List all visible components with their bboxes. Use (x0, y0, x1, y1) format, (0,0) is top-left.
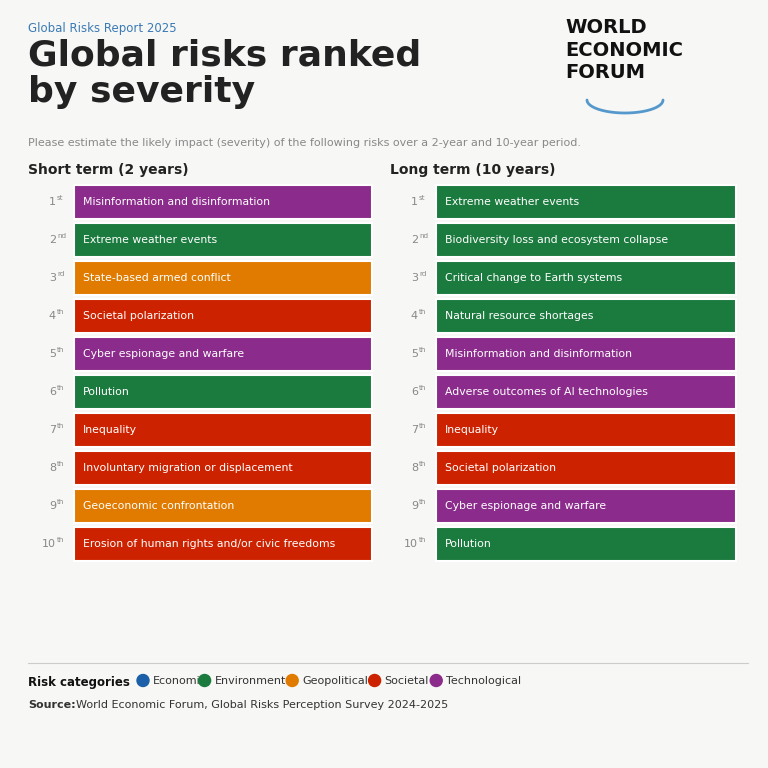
Text: th: th (57, 461, 65, 467)
Text: Societal: Societal (385, 676, 429, 686)
Text: nd: nd (57, 233, 66, 239)
FancyBboxPatch shape (74, 451, 372, 485)
FancyBboxPatch shape (74, 375, 372, 409)
Text: 10: 10 (42, 539, 56, 549)
Text: 5: 5 (49, 349, 56, 359)
Text: th: th (57, 423, 65, 429)
Text: st: st (57, 195, 64, 201)
Text: 2: 2 (49, 235, 56, 245)
Text: Technological: Technological (446, 676, 521, 686)
Text: th: th (419, 537, 426, 543)
Text: rd: rd (419, 271, 426, 277)
Text: 9: 9 (49, 501, 56, 511)
Text: Critical change to Earth systems: Critical change to Earth systems (445, 273, 622, 283)
Text: Erosion of human rights and/or civic freedoms: Erosion of human rights and/or civic fre… (83, 539, 336, 549)
FancyBboxPatch shape (436, 261, 736, 295)
Text: World Economic Forum, Global Risks Perception Survey 2024-2025: World Economic Forum, Global Risks Perce… (76, 700, 449, 710)
Text: 4: 4 (411, 311, 418, 321)
Text: th: th (419, 347, 426, 353)
Text: Source:: Source: (28, 700, 75, 710)
Text: Pollution: Pollution (445, 539, 492, 549)
Text: Cyber espionage and warfare: Cyber espionage and warfare (445, 501, 606, 511)
Text: Cyber espionage and warfare: Cyber espionage and warfare (83, 349, 244, 359)
Text: Misinformation and disinformation: Misinformation and disinformation (445, 349, 632, 359)
Text: 8: 8 (49, 463, 56, 473)
Text: WORLD
ECONOMIC
FORUM: WORLD ECONOMIC FORUM (565, 18, 683, 82)
Text: 2: 2 (411, 235, 418, 245)
Text: Inequality: Inequality (83, 425, 137, 435)
Text: Extreme weather events: Extreme weather events (445, 197, 579, 207)
FancyBboxPatch shape (436, 413, 736, 447)
Circle shape (430, 674, 442, 687)
Text: 3: 3 (411, 273, 418, 283)
Text: Geoeconomic confrontation: Geoeconomic confrontation (83, 501, 234, 511)
FancyBboxPatch shape (74, 527, 372, 561)
Text: st: st (419, 195, 425, 201)
Text: th: th (419, 499, 426, 505)
Text: Biodiversity loss and ecosystem collapse: Biodiversity loss and ecosystem collapse (445, 235, 668, 245)
FancyBboxPatch shape (74, 337, 372, 371)
Text: Environmental: Environmental (214, 676, 296, 686)
FancyBboxPatch shape (436, 375, 736, 409)
Text: th: th (57, 385, 65, 391)
Text: Long term (10 years): Long term (10 years) (390, 163, 555, 177)
Text: 6: 6 (411, 387, 418, 397)
Text: Geopolitical: Geopolitical (302, 676, 368, 686)
FancyBboxPatch shape (436, 299, 736, 333)
Text: th: th (419, 309, 426, 315)
FancyBboxPatch shape (74, 413, 372, 447)
Text: 6: 6 (49, 387, 56, 397)
Text: 8: 8 (411, 463, 418, 473)
Text: th: th (419, 385, 426, 391)
Text: nd: nd (419, 233, 428, 239)
Text: 7: 7 (411, 425, 418, 435)
Text: 7: 7 (49, 425, 56, 435)
FancyBboxPatch shape (74, 489, 372, 523)
Text: 9: 9 (411, 501, 418, 511)
Text: 10: 10 (404, 539, 418, 549)
Text: Inequality: Inequality (445, 425, 499, 435)
Text: th: th (419, 461, 426, 467)
Text: Societal polarization: Societal polarization (445, 463, 556, 473)
Text: th: th (57, 347, 65, 353)
FancyBboxPatch shape (74, 299, 372, 333)
FancyBboxPatch shape (436, 489, 736, 523)
FancyBboxPatch shape (74, 185, 372, 219)
Circle shape (286, 674, 298, 687)
Text: Natural resource shortages: Natural resource shortages (445, 311, 594, 321)
Text: th: th (57, 537, 65, 543)
FancyBboxPatch shape (436, 337, 736, 371)
Text: Risk categories: Risk categories (28, 676, 130, 689)
FancyBboxPatch shape (436, 185, 736, 219)
Text: Societal polarization: Societal polarization (83, 311, 194, 321)
Text: 1: 1 (411, 197, 418, 207)
Text: Short term (2 years): Short term (2 years) (28, 163, 189, 177)
Text: Global risks ranked
by severity: Global risks ranked by severity (28, 38, 422, 109)
Text: Involuntary migration or displacement: Involuntary migration or displacement (83, 463, 293, 473)
Text: th: th (419, 423, 426, 429)
Text: rd: rd (57, 271, 65, 277)
Text: Pollution: Pollution (83, 387, 130, 397)
Text: 3: 3 (49, 273, 56, 283)
Text: 1: 1 (49, 197, 56, 207)
FancyBboxPatch shape (436, 223, 736, 257)
FancyBboxPatch shape (74, 223, 372, 257)
Text: Adverse outcomes of AI technologies: Adverse outcomes of AI technologies (445, 387, 648, 397)
Text: Please estimate the likely impact (severity) of the following risks over a 2-yea: Please estimate the likely impact (sever… (28, 138, 581, 148)
Circle shape (369, 674, 381, 687)
Circle shape (137, 674, 149, 687)
Text: Extreme weather events: Extreme weather events (83, 235, 217, 245)
Text: State-based armed conflict: State-based armed conflict (83, 273, 230, 283)
Text: Economic: Economic (153, 676, 207, 686)
Text: Misinformation and disinformation: Misinformation and disinformation (83, 197, 270, 207)
FancyBboxPatch shape (74, 261, 372, 295)
Text: Global Risks Report 2025: Global Risks Report 2025 (28, 22, 177, 35)
Text: th: th (57, 499, 65, 505)
Circle shape (199, 674, 210, 687)
Text: 5: 5 (411, 349, 418, 359)
FancyBboxPatch shape (436, 451, 736, 485)
FancyBboxPatch shape (436, 527, 736, 561)
Text: 4: 4 (49, 311, 56, 321)
Text: th: th (57, 309, 65, 315)
